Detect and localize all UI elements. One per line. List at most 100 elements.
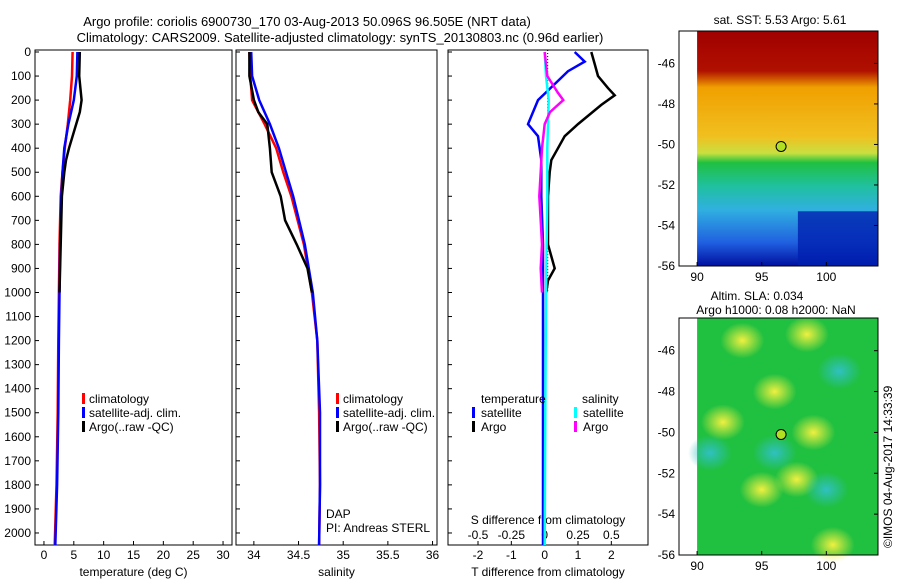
y-tick-label: 100 xyxy=(11,69,31,83)
legend-label: climatology xyxy=(343,392,403,406)
sla-anomaly xyxy=(739,471,784,508)
sla-anomaly xyxy=(700,404,745,441)
y-tick-label: 600 xyxy=(11,189,31,203)
y-tick-label: -46 xyxy=(658,56,676,70)
sst-cold-patch xyxy=(797,211,878,266)
x-tick-label: 34.5 xyxy=(287,548,311,562)
y-tick-label: -54 xyxy=(658,507,676,521)
legend-label: Argo xyxy=(583,420,609,434)
sla-anomaly xyxy=(688,434,733,471)
y-tick-label: -46 xyxy=(658,344,676,358)
x-axis-label: T difference from climatology xyxy=(471,565,625,579)
x-tick-label: 34 xyxy=(247,548,261,562)
s-tick-label: -0.25 xyxy=(498,528,526,542)
x-tick-label: 35 xyxy=(337,548,351,562)
panel-salinity: 34 34.5 35 35.5 36 salinity climatologysatelli… xyxy=(235,49,440,579)
y-tick-label: -50 xyxy=(658,425,676,439)
panel-sla_map: 90 95 100 -46 -48 -50 -52 -54 -56 Altim. SLA: 0.0… xyxy=(658,289,879,573)
y-tick-label: 300 xyxy=(11,117,31,131)
sla-anomaly xyxy=(720,322,765,359)
series-s-satellite xyxy=(543,51,550,546)
s-tick-label: -0.5 xyxy=(468,528,489,542)
legend-swatch xyxy=(336,407,339,418)
legend-swatch xyxy=(82,393,85,404)
s-axis-label: S difference from climatology xyxy=(471,513,626,527)
y-tick-label: 1700 xyxy=(4,454,31,468)
y-tick-label: 1800 xyxy=(4,478,31,492)
y-tick-label: -52 xyxy=(658,466,676,480)
s-tick-label: 0.5 xyxy=(603,528,620,542)
legend-swatch xyxy=(574,421,577,432)
series-s-argo xyxy=(538,51,565,293)
y-tick-label: 1900 xyxy=(4,502,31,516)
x-tick-label: 90 xyxy=(690,559,704,573)
sla-anomaly xyxy=(810,526,855,563)
credit-pi: PI: Andreas STERL xyxy=(326,521,430,535)
panel-temperature: 0 5 10 15 20 25 30 temperature (deg C) 0 100 200 30… xyxy=(4,45,233,579)
sla-anomaly xyxy=(752,434,797,471)
legend-swatch xyxy=(472,421,475,432)
axes-frame xyxy=(34,49,233,546)
x-tick-label: 100 xyxy=(816,270,836,284)
x-tick-label: 10 xyxy=(97,548,111,562)
x-tick-label: 0 xyxy=(41,548,48,562)
y-tick-label: 2000 xyxy=(4,526,31,540)
x-tick-label: 5 xyxy=(70,548,77,562)
x-tick-label: 90 xyxy=(690,270,704,284)
map-title-line1: Altim. SLA: 0.034 xyxy=(711,289,804,303)
x-tick-label: 20 xyxy=(157,548,171,562)
x-tick-label: 95 xyxy=(755,559,769,573)
y-tick-label: -56 xyxy=(658,259,676,273)
axes-frame xyxy=(235,49,438,546)
x-tick-label: 30 xyxy=(216,548,230,562)
argo-float-marker xyxy=(775,428,787,440)
y-tick-label: 1200 xyxy=(4,334,31,348)
x-tick-label: 25 xyxy=(187,548,201,562)
x-tick-label: 35.5 xyxy=(376,548,400,562)
y-tick-label: 1400 xyxy=(4,382,31,396)
y-tick-label: 200 xyxy=(11,93,31,107)
legend-label: Argo(..raw -QC) xyxy=(89,420,174,434)
series-t-satellite xyxy=(526,51,587,545)
sla-anomaly xyxy=(752,373,797,410)
series-t-argo xyxy=(545,51,617,293)
legend-swatch xyxy=(472,407,475,418)
map-frame xyxy=(678,30,879,267)
sla-anomaly xyxy=(784,316,829,353)
legend-label: Argo xyxy=(481,420,507,434)
map-title: sat. SST: 5.53 Argo: 5.61 xyxy=(714,13,847,27)
sla-anomaly xyxy=(817,353,862,390)
map-frame xyxy=(678,317,879,556)
figure-title-line2: Climatology: CARS2009. Satellite-adjuste… xyxy=(77,30,604,45)
y-tick-label: 700 xyxy=(11,213,31,227)
x-tick-label: -2 xyxy=(473,548,484,562)
x-tick-label: 15 xyxy=(127,548,141,562)
panel-sst_map: 90 95 100 -46 -48 -50 -52 -54 -56 sat. SST: 5.53 … xyxy=(658,13,879,284)
y-tick-label: -48 xyxy=(658,385,676,399)
legend-swatch xyxy=(82,407,85,418)
y-tick-label: 1300 xyxy=(4,358,31,372)
sla-anomaly xyxy=(791,414,836,451)
x-tick-label: -1 xyxy=(506,548,517,562)
x-tick-label: 1 xyxy=(575,548,582,562)
series-climatology xyxy=(248,51,322,546)
x-axis-label: temperature (deg C) xyxy=(79,565,187,579)
y-tick-label: 1000 xyxy=(4,285,31,299)
x-tick-label: 36 xyxy=(426,548,440,562)
x-tick-label: 0 xyxy=(541,548,548,562)
sla-anomaly xyxy=(804,471,849,508)
y-tick-label: 1500 xyxy=(4,406,31,420)
y-tick-label: 800 xyxy=(11,237,31,251)
y-tick-label: -52 xyxy=(658,178,676,192)
x-tick-label: 95 xyxy=(755,270,769,284)
legend-swatch xyxy=(336,421,339,432)
legend-swatch xyxy=(336,393,339,404)
copyright-text: ©IMOS 04-Aug-2017 14:33:39 xyxy=(881,385,895,548)
legend-label: satellite-adj. clim. xyxy=(343,406,435,420)
x-tick-label: 100 xyxy=(816,559,836,573)
y-tick-label: -56 xyxy=(658,548,676,562)
legend-title-temperature: temperature xyxy=(481,392,546,406)
legend-title-salinity: salinity xyxy=(582,392,619,406)
legend-label: satellite xyxy=(583,406,624,420)
